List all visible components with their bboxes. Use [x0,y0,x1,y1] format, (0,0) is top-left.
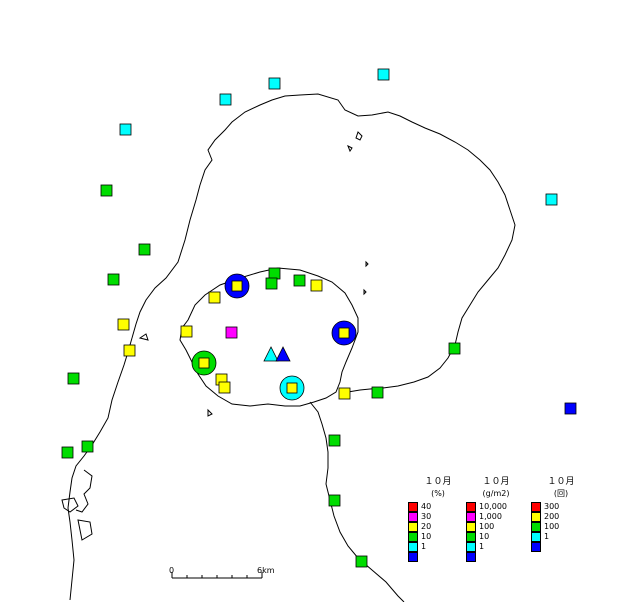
legend-title: １０月 [424,477,452,487]
station-marker [180,325,193,338]
station-marker [67,372,80,385]
legend-row: 1 [531,532,591,542]
legend-label: 300 [544,502,560,511]
station-marker [268,267,281,280]
scale-bar [171,572,263,579]
legend-swatch [466,552,476,562]
legend-label: 1 [479,542,485,551]
legend-swatch [408,512,418,522]
legend-swatch [531,512,541,522]
station-marker [293,274,306,287]
station-marker [117,318,130,331]
legend-swatch [408,522,418,532]
legend-row: 20 [408,522,468,532]
legend-label: 1 [544,532,550,541]
legend-unit: (%) [431,489,445,498]
scale-label-start: 0 [169,566,174,575]
legend-row: 10,000 [466,502,526,512]
legend-row: 30 [408,512,468,522]
legend-row [408,552,468,562]
legend-swatch [466,532,476,542]
legend-percent: １０月 (%) 40 30 20 10 1 [408,476,468,562]
scale-label-end: 6km [257,566,275,575]
station-marker [107,273,120,286]
legend-label: 100 [479,522,495,531]
legend-label: 10 [479,532,490,541]
station-marker [371,386,384,399]
legend-row: 10 [466,532,526,542]
legend-row: 100 [531,522,591,532]
legend-swatch [408,552,418,562]
station-marker [355,555,368,568]
legend-mass: １０月 (g/m2) 10,000 1,000 100 10 1 [466,476,526,562]
station-marker [328,494,341,507]
station-marker [328,434,341,447]
station-marker [218,381,231,394]
legend-title: １０月 [482,477,510,487]
legend-count: １０月 (回) 300 200 100 1 [531,476,591,552]
legend-label: 10,000 [479,502,507,511]
crater-triangle-icon [263,346,279,362]
legend-row: 200 [531,512,591,522]
crater-triangle-icon [275,346,291,362]
station-marker [225,326,238,339]
station-marker [219,93,232,106]
legend-title: １０月 [547,477,575,487]
legend-swatch [408,532,418,542]
legend-label: 100 [544,522,560,531]
station-marker [268,77,281,90]
legend-swatch [466,542,476,552]
station-marker [377,68,390,81]
legend-label: 10 [421,532,432,541]
legend-row: 40 [408,502,468,512]
legend-row: 100 [466,522,526,532]
legend-row [531,542,591,552]
legend-label: 20 [421,522,432,531]
legend-swatch [466,512,476,522]
station-marker [338,327,350,339]
legend-label: 1 [421,542,427,551]
legend-swatch [466,522,476,532]
station-marker [123,344,136,357]
station-marker [100,184,113,197]
station-marker [545,193,558,206]
legend-row [466,552,526,562]
legend-swatch [531,522,541,532]
legend-row: 300 [531,502,591,512]
legend-swatch [408,542,418,552]
legend-row: 1 [466,542,526,552]
legend-swatch [531,532,541,542]
station-marker [119,123,132,136]
legend-row: 1 [408,542,468,552]
legend-row: 10 [408,532,468,542]
legend-swatch [531,502,541,512]
legend-unit: (回) [553,489,569,498]
legend-swatch [531,542,541,552]
station-marker [286,382,298,394]
legend-label: 40 [421,502,432,511]
legend-label: 200 [544,512,560,521]
legend-row: 1,000 [466,512,526,522]
station-marker [208,291,221,304]
station-marker [61,446,74,459]
legend-label: 1,000 [479,512,502,521]
station-marker [564,402,577,415]
legend-swatch [466,502,476,512]
station-marker [448,342,461,355]
station-marker [310,279,323,292]
station-marker [231,280,243,292]
station-marker [81,440,94,453]
station-marker [338,387,351,400]
legend-swatch [408,502,418,512]
legend-unit: (g/m2) [482,489,510,498]
legend-label: 30 [421,512,432,521]
station-marker [138,243,151,256]
station-marker [265,277,278,290]
station-marker [198,357,210,369]
